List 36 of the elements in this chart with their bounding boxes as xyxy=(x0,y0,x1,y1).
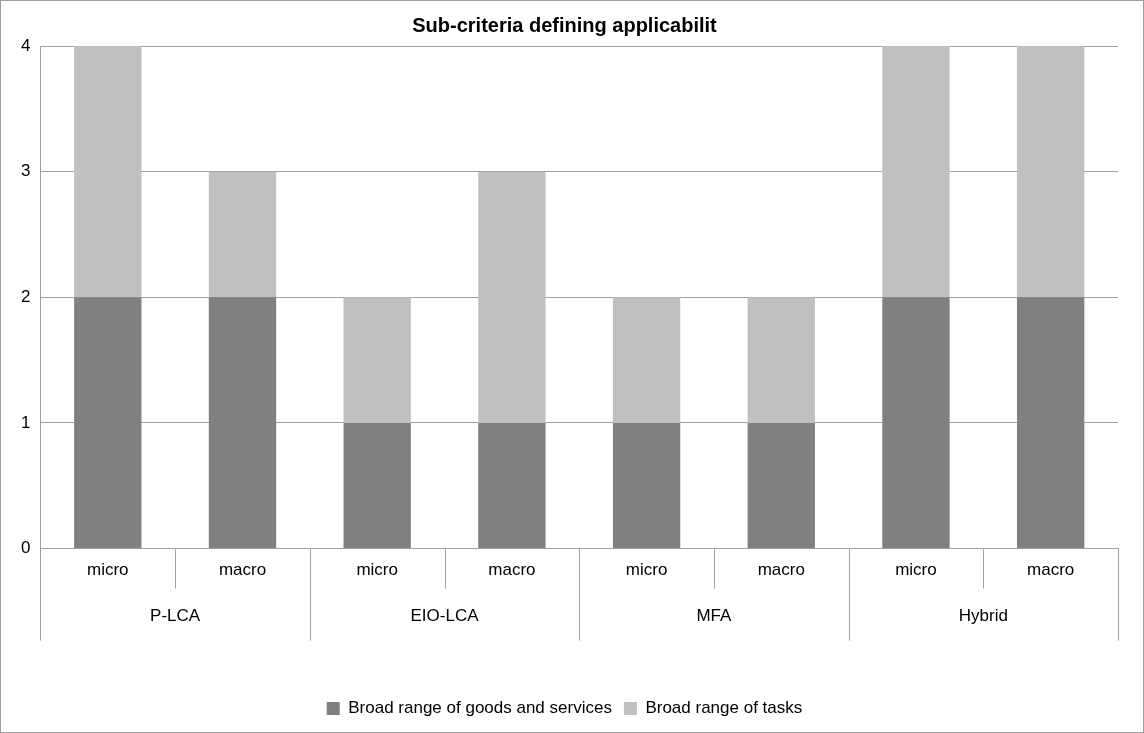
x-tick-label: micro xyxy=(356,560,398,580)
chart-title: Sub-criteria defining applicabilit xyxy=(412,13,718,36)
legend-label: Broad range of tasks xyxy=(645,698,803,718)
bar xyxy=(747,422,815,549)
x-tick-label: micro xyxy=(895,560,937,580)
bar xyxy=(208,297,277,549)
text: P-LCA xyxy=(150,606,201,626)
bar xyxy=(747,297,815,423)
bar xyxy=(882,297,950,549)
bar xyxy=(478,171,546,423)
text: MFA xyxy=(696,606,733,626)
x-tick-label: macro xyxy=(757,560,805,580)
text: EIO-LCA xyxy=(410,606,480,626)
bar xyxy=(882,46,950,298)
bar xyxy=(74,46,142,298)
x-tick-label: micro xyxy=(625,560,668,580)
bar xyxy=(208,171,277,298)
y-tick-label: 1 xyxy=(20,412,31,432)
bar xyxy=(1016,297,1085,549)
legend-label: Broad range of goods and services xyxy=(348,698,612,718)
x-tick-label: micro xyxy=(87,560,129,580)
x-tick-label: macro xyxy=(488,560,536,580)
bar xyxy=(612,297,681,423)
y-tick-label: 0 xyxy=(20,538,31,558)
bar xyxy=(1016,46,1085,298)
y-tick-label: 2 xyxy=(20,286,31,306)
bar xyxy=(478,422,546,549)
bar xyxy=(343,422,411,549)
bar xyxy=(343,297,411,423)
text: Hybrid xyxy=(958,606,1008,626)
bar xyxy=(612,422,681,549)
x-tick-label: macro xyxy=(1027,560,1075,580)
y-tick-label: 3 xyxy=(20,161,31,181)
y-tick-label: 4 xyxy=(20,35,31,55)
x-tick-label: macro xyxy=(218,560,267,580)
bar xyxy=(74,297,142,549)
